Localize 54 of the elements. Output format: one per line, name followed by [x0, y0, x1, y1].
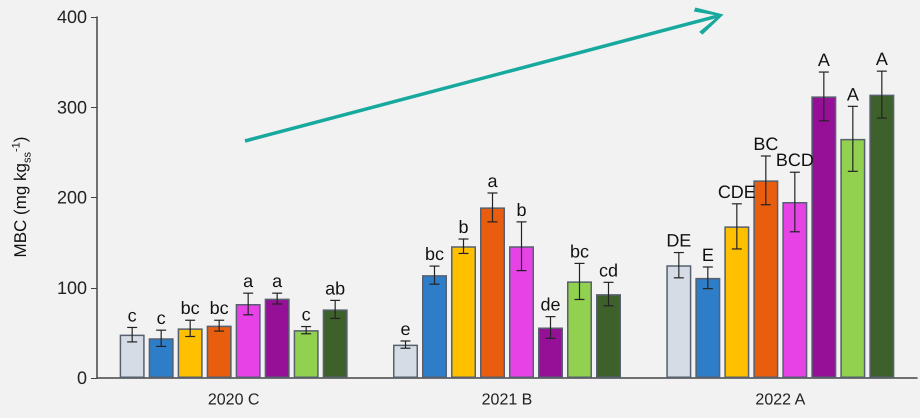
data-label: c: [128, 305, 137, 326]
data-label: a: [272, 271, 284, 292]
y-tick-label: 100: [56, 278, 87, 298]
data-label: bc: [180, 298, 200, 318]
bar: [322, 309, 348, 378]
bar: [811, 96, 836, 378]
bar: [724, 226, 750, 378]
data-label: a: [487, 170, 498, 191]
bar: [753, 180, 778, 378]
bar: [840, 138, 866, 378]
data-label: bc: [210, 298, 229, 318]
data-label: A: [846, 84, 859, 104]
data-label: b: [458, 217, 469, 238]
bar: [178, 328, 203, 378]
bar: [538, 327, 563, 378]
x-tick-label: 2022 A: [755, 392, 806, 408]
bar: [120, 334, 145, 378]
data-label: E: [702, 244, 714, 265]
bar: [422, 275, 447, 378]
bar: [480, 207, 505, 378]
data-label: de: [540, 294, 561, 315]
bar: [451, 246, 476, 378]
data-label: ab: [325, 278, 346, 298]
bar: [782, 202, 808, 378]
bar: [236, 304, 261, 378]
data-label: bc: [424, 244, 444, 264]
data-label: b: [516, 200, 527, 220]
x-tick-label: 2020 C: [208, 392, 260, 408]
bar: [869, 94, 894, 378]
data-label: c: [156, 308, 166, 328]
data-label: BC: [753, 134, 778, 154]
bar: [695, 278, 720, 378]
data-label: DE: [666, 230, 692, 251]
data-label: e: [400, 318, 411, 339]
y-tick-label: 0: [76, 368, 87, 388]
data-label: c: [302, 304, 311, 325]
bar: [666, 265, 692, 378]
bar: [509, 246, 534, 378]
data-label: A: [818, 50, 830, 70]
bar: [264, 298, 290, 378]
data-label: bc: [570, 241, 590, 262]
bar: [294, 330, 319, 378]
data-label: a: [243, 271, 254, 292]
data-label: A: [876, 49, 888, 70]
x-tick-label: 2021 B: [482, 392, 532, 408]
bar: [393, 344, 418, 378]
bar: [148, 338, 174, 378]
y-tick-label: 300: [56, 97, 87, 118]
bar: [596, 294, 621, 378]
data-label: cd: [598, 260, 618, 280]
bar: [206, 326, 232, 378]
bar: [567, 281, 592, 378]
y-tick-label: 200: [56, 188, 87, 208]
y-tick-label: 400: [56, 7, 87, 27]
